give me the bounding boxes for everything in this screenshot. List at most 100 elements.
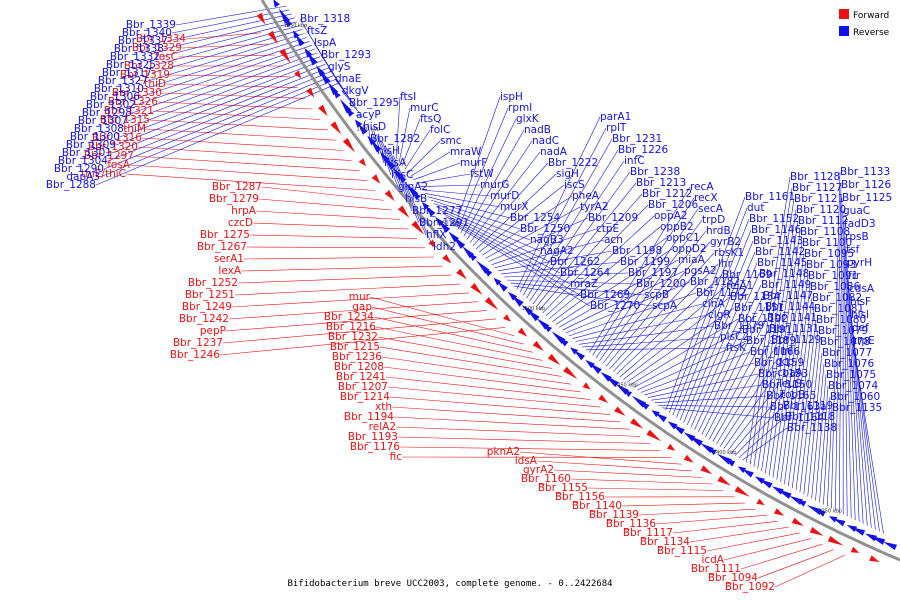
- reverse-gene-label: Bbr_1209: [588, 212, 638, 224]
- reverse-gene-arrow: [828, 516, 838, 523]
- reverse-gene-label: Bbr_1081: [814, 303, 864, 315]
- reverse-leader-line: [410, 151, 451, 177]
- reverse-leader-line: [167, 13, 292, 42]
- reverse-gene-arrow: [864, 533, 877, 542]
- reverse-gene-arrow: [483, 267, 493, 277]
- reverse-leader-line: [658, 405, 771, 408]
- reverse-gene-label: Bbr_1338: [114, 43, 164, 55]
- forward-leader-line: [740, 543, 823, 570]
- reverse-gene-label: Bbr_1306: [90, 91, 140, 103]
- reverse-gene-label: hisH: [377, 145, 400, 157]
- reverse-gene-arrow: [589, 362, 602, 374]
- reverse-gene-label: gyrB2: [710, 236, 741, 248]
- reverse-leader-line: [398, 107, 411, 163]
- reverse-gene-label: pyrH: [847, 257, 872, 269]
- reverse-gene-label: Bbr_1269: [580, 289, 630, 301]
- reverse-leader-line: [407, 140, 441, 174]
- forward-gene-label: Bbr_1242: [179, 313, 229, 325]
- forward-gene-label: Bbr_1216: [326, 321, 376, 333]
- reverse-gene-label: scpA: [652, 300, 678, 312]
- forward-gene-label: fosC: [155, 51, 178, 63]
- reverse-leader-line: [155, 25, 300, 66]
- reverse-gene-label: Bbr_1327: [98, 75, 148, 87]
- forward-leader-line: [133, 155, 360, 171]
- forward-gene-label: Bbr_1193: [348, 431, 398, 443]
- reverse-gene-label: dnaE: [335, 73, 361, 85]
- forward-gene-arrow: [484, 297, 499, 311]
- reverse-gene-label: Bbr_1206: [648, 199, 698, 211]
- tick-label: 1600 kbp: [357, 126, 381, 132]
- forward-gene-label: serA1: [214, 253, 244, 265]
- reverse-gene-label: plsC2: [720, 331, 749, 343]
- reverse-leader-line: [381, 141, 406, 200]
- forward-leader-line: [228, 301, 478, 320]
- reverse-gene-label: hisB: [405, 193, 427, 205]
- reverse-leader-line: [592, 197, 695, 356]
- reverse-leader-line: [501, 261, 621, 275]
- genome-caption: Bifidobacterium breve UCC2003, complete …: [287, 579, 612, 589]
- reverse-gene-label: pheA: [572, 190, 600, 202]
- reverse-leader-line: [348, 102, 361, 113]
- reverse-gene-arrow: [452, 235, 466, 249]
- reverse-leader-line: [422, 189, 491, 197]
- reverse-gene-arrow: [497, 281, 508, 292]
- reverse-gene-arrow: [307, 52, 318, 66]
- reverse-gene-label: iscS: [564, 179, 585, 191]
- forward-leader-line: [621, 502, 745, 507]
- reverse-gene-label: Bbr_1144: [765, 301, 815, 313]
- tick-label: 1500 kbp: [522, 306, 546, 312]
- forward-leader-line: [125, 173, 376, 191]
- reverse-leader-line: [516, 116, 601, 290]
- reverse-leader-line: [479, 184, 565, 253]
- reverse-gene-arrow: [295, 34, 305, 47]
- reverse-gene-label: gcp: [775, 356, 794, 368]
- reverse-gene-label: Bbr_1147: [763, 290, 813, 302]
- legend: Forward Reverse: [839, 9, 890, 38]
- reverse-gene-label: Bbr_1082: [812, 292, 862, 304]
- reverse-gene-label: def: [852, 322, 869, 334]
- reverse-leader-line: [588, 186, 691, 353]
- reverse-leader-line: [746, 176, 791, 463]
- forward-gene-label: thiD: [144, 78, 166, 90]
- reverse-gene-arrow: [754, 476, 765, 484]
- reverse-gene-label: Bbr_1127: [792, 182, 842, 194]
- forward-leader-line: [393, 416, 631, 430]
- forward-gene-arrow: [397, 205, 410, 218]
- reverse-gene-arrow: [639, 401, 650, 410]
- forward-gene-label: Bbr_1117: [623, 527, 673, 539]
- reverse-gene-label: Bbr_1108: [800, 226, 850, 238]
- reverse-gene-label: acn: [604, 234, 623, 246]
- reverse-leader-line: [529, 160, 625, 302]
- reverse-leader-line: [485, 206, 581, 259]
- forward-gene-arrow: [294, 70, 301, 79]
- reverse-leader-line: [807, 352, 823, 497]
- reverse-leader-line: [572, 303, 703, 339]
- forward-leader-line: [246, 246, 426, 249]
- reverse-leader-line: [835, 184, 842, 511]
- forward-leader-line: [757, 549, 834, 579]
- reverse-gene-label: murF: [460, 157, 487, 169]
- reverse-gene-label: Bbr_1150: [762, 379, 812, 391]
- forward-leader-line: [169, 74, 291, 78]
- reverse-gene-label: rplT: [606, 122, 627, 134]
- forward-leader-line: [129, 164, 368, 181]
- reverse-gene-label: Bbr_1095: [804, 248, 854, 260]
- reverse-gene-label: infC: [624, 155, 645, 167]
- reverse-gene-label: Bbr_1165: [766, 390, 816, 402]
- reverse-leader-line: [672, 218, 750, 416]
- reverse-gene-arrow: [358, 123, 368, 135]
- reverse-leader-line: [460, 118, 517, 234]
- reverse-gene-label: Bbr_1118: [785, 411, 835, 423]
- reverse-gene-arrow: [544, 324, 553, 333]
- reverse-gene-label: trpD: [702, 214, 725, 226]
- reverse-gene-label: oppA2: [654, 210, 688, 222]
- reverse-leader-line: [788, 297, 813, 487]
- forward-gene-label: Bbr_1316: [92, 132, 142, 144]
- reverse-gene-label: Bbr_1212: [642, 188, 692, 200]
- forward-gene-arrow: [342, 138, 356, 153]
- reverse-leader-line: [535, 182, 637, 308]
- forward-gene-label: pknA2: [487, 446, 520, 458]
- reverse-gene-label: trpE: [853, 335, 875, 347]
- genome-backbone: [260, 0, 900, 562]
- reverse-leader-line: [526, 149, 619, 299]
